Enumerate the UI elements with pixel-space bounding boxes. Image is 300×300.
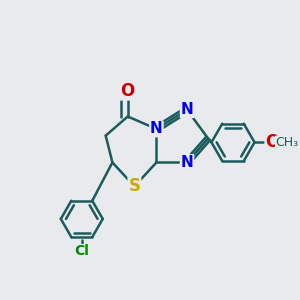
- Text: N: N: [150, 122, 163, 136]
- Text: Cl: Cl: [74, 244, 89, 258]
- Text: S: S: [128, 177, 140, 195]
- Text: CH₃: CH₃: [275, 136, 298, 149]
- Text: O: O: [266, 133, 280, 151]
- Text: N: N: [181, 155, 194, 170]
- Text: N: N: [181, 102, 194, 117]
- Text: O: O: [121, 82, 135, 100]
